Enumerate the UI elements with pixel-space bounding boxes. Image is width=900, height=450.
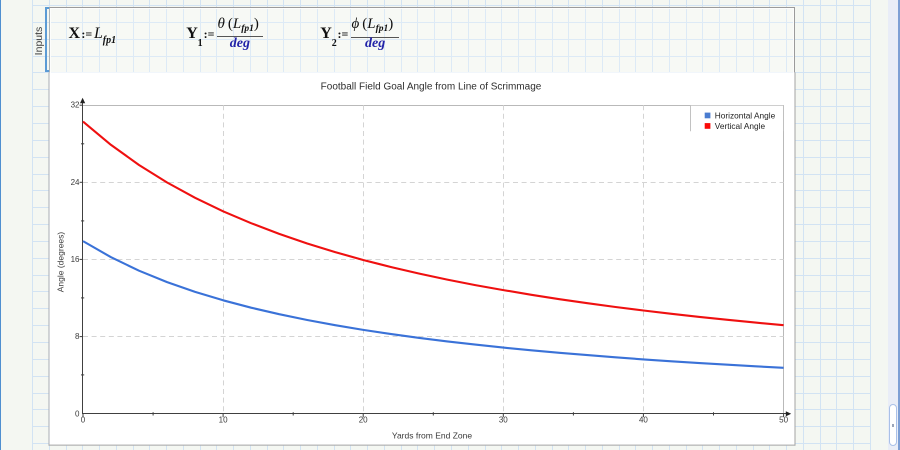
svg-text:50: 50	[779, 416, 788, 425]
svg-text:0: 0	[81, 416, 86, 425]
svg-text:16: 16	[71, 255, 80, 264]
svg-text:8: 8	[75, 332, 80, 341]
svg-text:24: 24	[71, 178, 80, 187]
svg-text:Angle (degrees): Angle (degrees)	[56, 232, 66, 293]
svg-text:Horizontal Angle: Horizontal Angle	[715, 110, 776, 120]
svg-text:Vertical Angle: Vertical Angle	[715, 121, 766, 131]
svg-text:20: 20	[359, 416, 368, 425]
svg-text:32: 32	[71, 101, 80, 110]
svg-text:30: 30	[499, 416, 508, 425]
svg-text:0: 0	[75, 409, 80, 418]
svg-text:Football Field Goal Angle from: Football Field Goal Angle from Line of S…	[321, 82, 542, 93]
svg-text:Yards from End Zone: Yards from End Zone	[392, 430, 472, 440]
svg-text:10: 10	[219, 416, 228, 425]
svg-text:40: 40	[639, 416, 648, 425]
